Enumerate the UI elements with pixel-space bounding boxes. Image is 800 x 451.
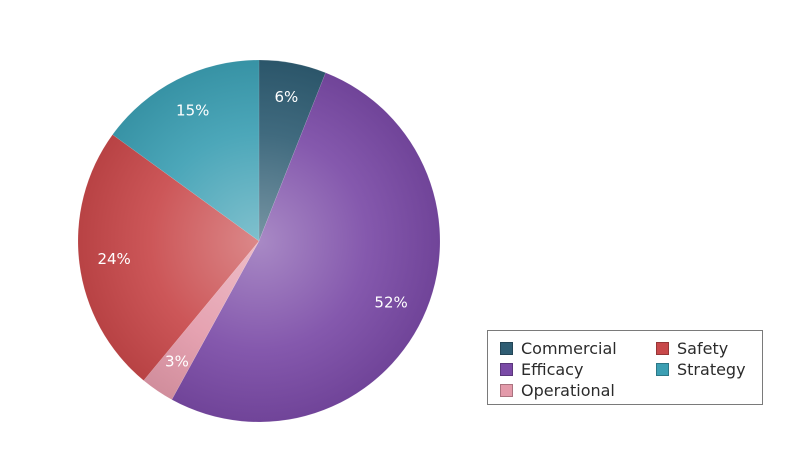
- legend-label-commercial: Commercial: [521, 338, 617, 358]
- pie-label-strategy: 15%: [176, 101, 209, 119]
- pie-label-commercial: 6%: [274, 88, 298, 106]
- legend-item-efficacy: Efficacy: [500, 359, 656, 379]
- legend-item-operational: Operational: [500, 380, 656, 400]
- legend-label-operational: Operational: [521, 380, 615, 400]
- legend-item-strategy: Strategy: [656, 359, 766, 379]
- legend-item-safety: Safety: [656, 338, 766, 358]
- legend-swatch-operational: [500, 383, 513, 397]
- legend-swatch-safety: [656, 341, 669, 355]
- legend-label-efficacy: Efficacy: [521, 359, 584, 379]
- pie-labels: 6% 52% 3% 24% 15%: [97, 88, 407, 370]
- legend-swatch-strategy: [656, 362, 669, 376]
- pie-label-operational: 3%: [165, 352, 189, 370]
- pie-label-safety: 24%: [97, 250, 130, 268]
- legend: Commercial Safety Efficacy Strategy Oper…: [487, 330, 763, 405]
- pie-label-efficacy: 52%: [374, 294, 407, 312]
- legend-label-safety: Safety: [677, 338, 729, 358]
- pie-shading: [78, 60, 440, 422]
- legend-swatch-commercial: [500, 341, 513, 355]
- legend-label-strategy: Strategy: [677, 359, 746, 379]
- legend-item-commercial: Commercial: [500, 338, 656, 358]
- legend-swatch-efficacy: [500, 362, 513, 376]
